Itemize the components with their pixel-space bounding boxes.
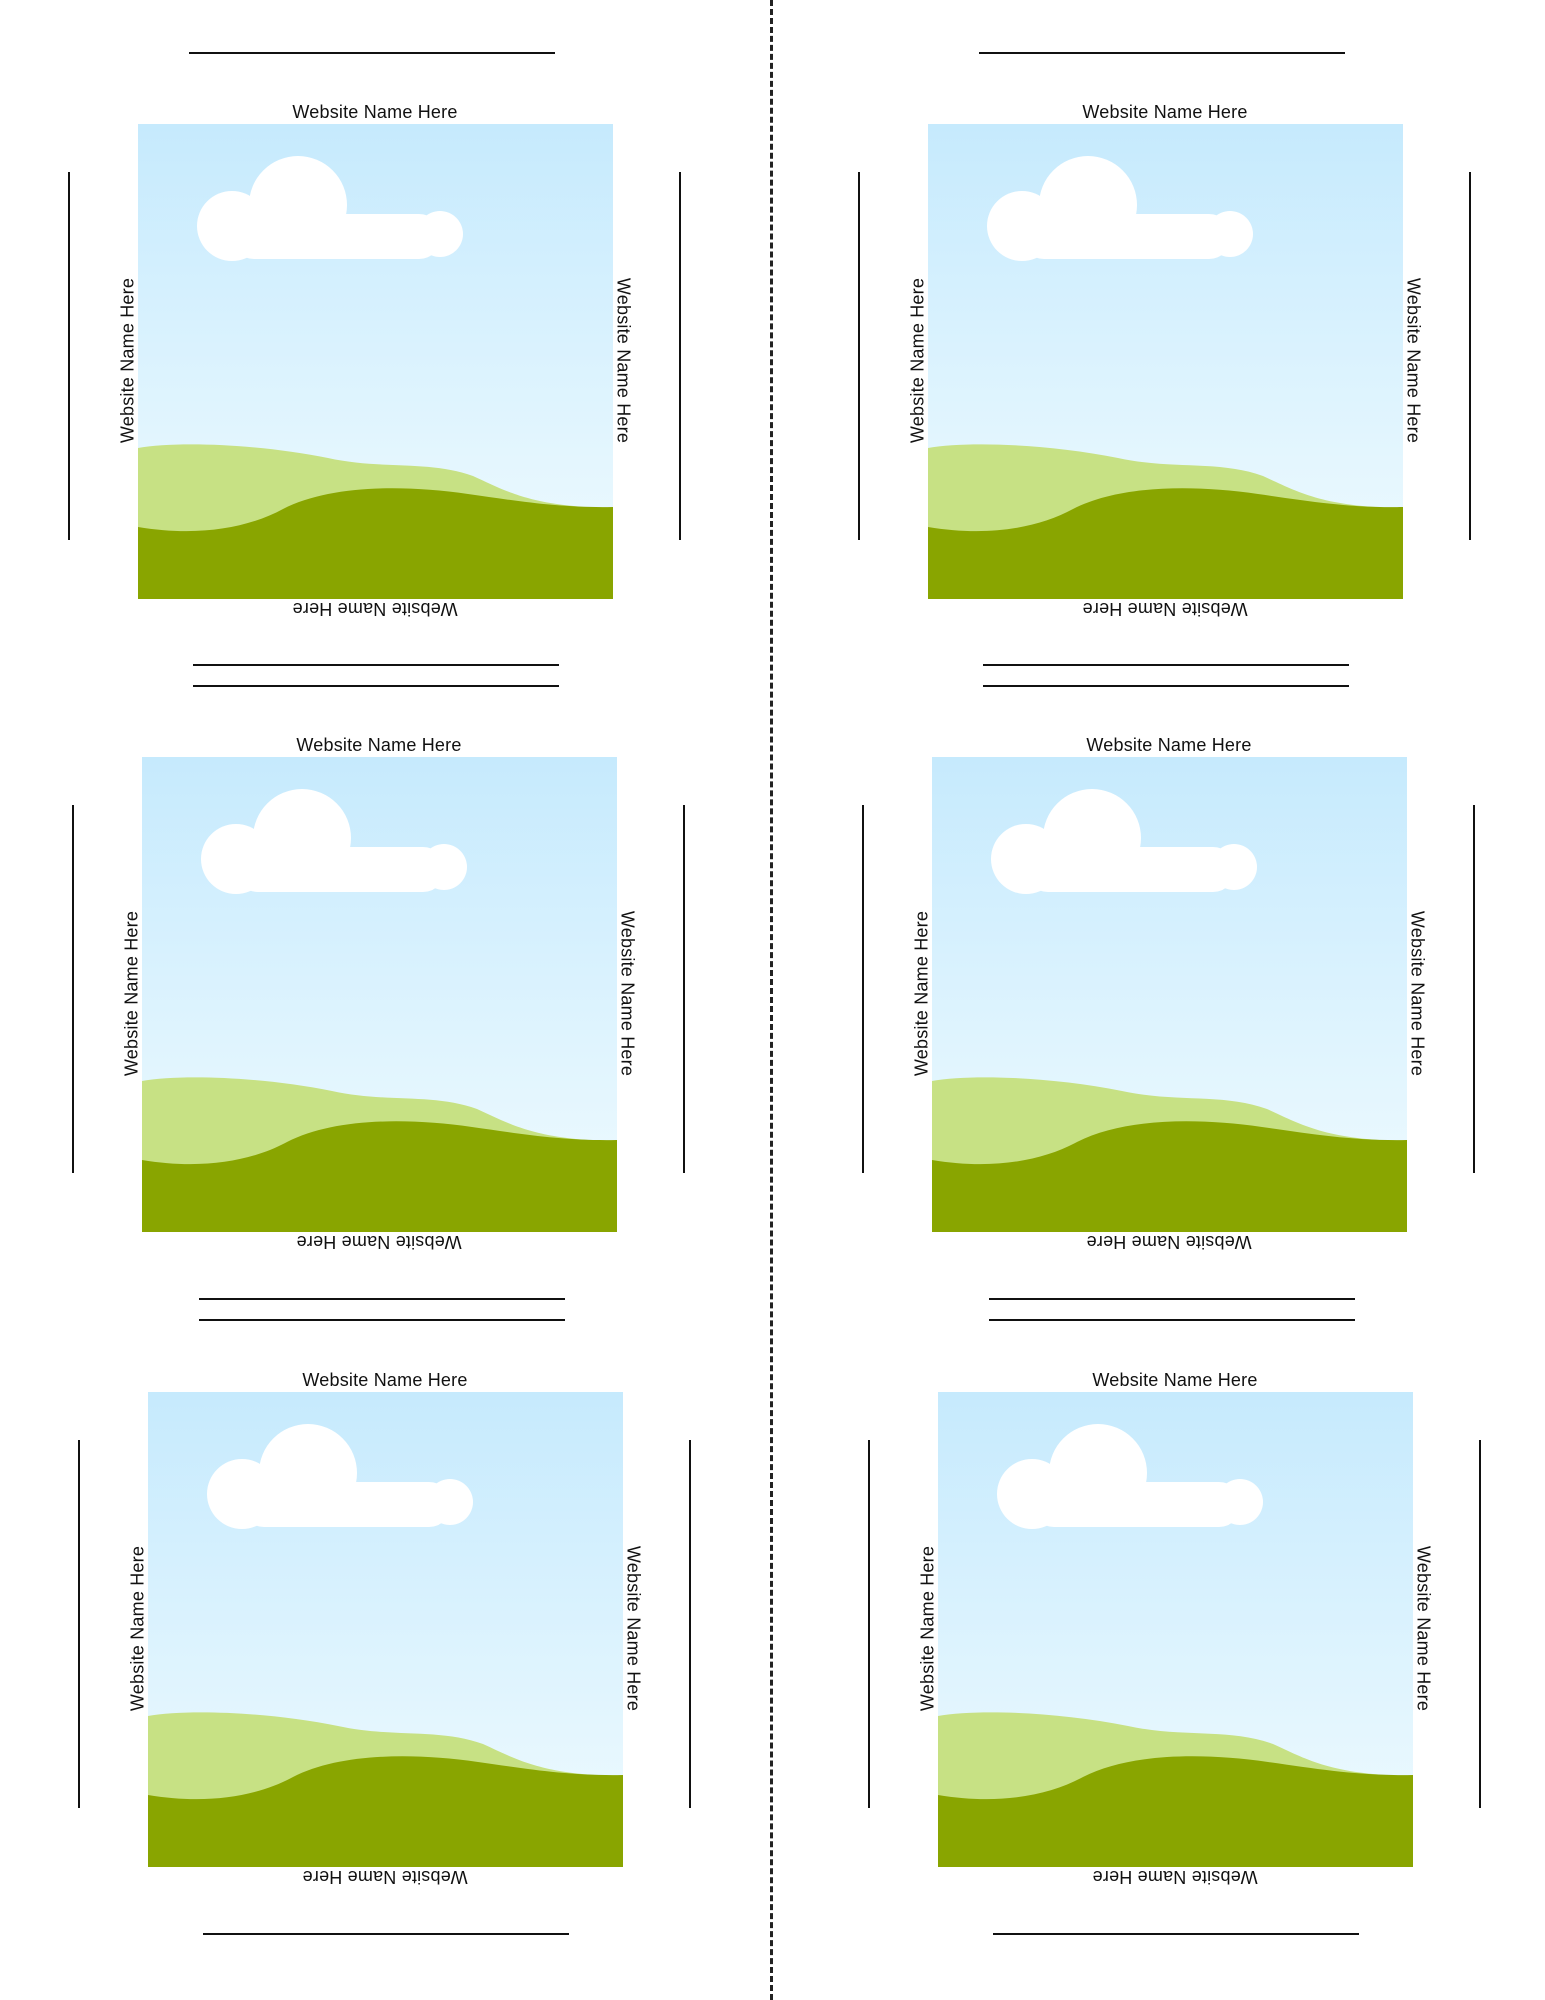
write-line-top-a [989, 1298, 1355, 1300]
label-bottom: Website Name Here [1092, 1867, 1258, 1887]
label-right: Website Name Here [613, 277, 634, 444]
write-line-top-b [983, 685, 1349, 687]
write-line-right [679, 172, 681, 540]
landscape-image [148, 1392, 623, 1867]
label-bottom: Website Name Here [292, 599, 458, 619]
write-line-left [72, 805, 74, 1173]
write-line-left [858, 172, 860, 540]
hill-dark [932, 1121, 1407, 1232]
write-line-left [868, 1440, 870, 1808]
write-line-right [683, 805, 685, 1173]
label-left: Website Name Here [917, 1545, 938, 1712]
card-3: Website Name Here Website Name Here Webs… [4, 633, 704, 1273]
write-line-right [1473, 805, 1475, 1173]
hill-dark [938, 1756, 1413, 1867]
label-right: Website Name Here [1413, 1545, 1434, 1712]
label-right: Website Name Here [623, 1545, 644, 1712]
write-line-top [189, 52, 555, 54]
card-1: Website Name Here Website Name Here Webs… [0, 0, 700, 640]
write-line-bottom [993, 1933, 1359, 1935]
write-line-right [1479, 1440, 1481, 1808]
card-4: Website Name Here Website Name Here Webs… [794, 633, 1494, 1273]
write-line-right [689, 1440, 691, 1808]
label-left: Website Name Here [907, 277, 928, 444]
landscape-image [142, 757, 617, 1232]
write-line-right [1469, 172, 1471, 540]
write-line-top-b [989, 1319, 1355, 1321]
cloud-icon [207, 1424, 473, 1529]
center-cut-line [770, 0, 773, 2000]
card-2: Website Name Here Website Name Here Webs… [790, 0, 1490, 640]
write-line-top-a [193, 664, 559, 666]
label-top: Website Name Here [1082, 102, 1248, 122]
cloud-icon [197, 156, 463, 261]
write-line-bottom [203, 1933, 569, 1935]
label-top: Website Name Here [1092, 1370, 1258, 1390]
label-left: Website Name Here [911, 910, 932, 1077]
landscape-image [138, 124, 613, 599]
write-line-left [862, 805, 864, 1173]
landscape-image [932, 757, 1407, 1232]
label-bottom: Website Name Here [302, 1867, 468, 1887]
write-line-left [68, 172, 70, 540]
label-bottom: Website Name Here [1086, 1232, 1252, 1252]
label-top: Website Name Here [296, 735, 462, 755]
cloud-icon [201, 789, 467, 894]
cloud-icon [997, 1424, 1263, 1529]
label-right: Website Name Here [1407, 910, 1428, 1077]
landscape-image [928, 124, 1403, 599]
hill-dark [928, 488, 1403, 599]
hill-dark [148, 1756, 623, 1867]
landscape-image [938, 1392, 1413, 1867]
label-left: Website Name Here [127, 1545, 148, 1712]
label-right: Website Name Here [617, 910, 638, 1077]
write-line-top-a [983, 664, 1349, 666]
cloud-icon [987, 156, 1253, 261]
label-right: Website Name Here [1403, 277, 1424, 444]
write-line-top-b [199, 1319, 565, 1321]
hill-dark [138, 488, 613, 599]
label-bottom: Website Name Here [296, 1232, 462, 1252]
write-line-top-a [199, 1298, 565, 1300]
cloud-icon [991, 789, 1257, 894]
card-6: Website Name Here Website Name Here Webs… [800, 1268, 1500, 1935]
label-top: Website Name Here [1086, 735, 1252, 755]
label-top: Website Name Here [302, 1370, 468, 1390]
label-bottom: Website Name Here [1082, 599, 1248, 619]
write-line-top [979, 52, 1345, 54]
write-line-left [78, 1440, 80, 1808]
card-5: Website Name Here Website Name Here Webs… [10, 1268, 710, 1935]
write-line-top-b [193, 685, 559, 687]
label-top: Website Name Here [292, 102, 458, 122]
hill-dark [142, 1121, 617, 1232]
label-left: Website Name Here [121, 910, 142, 1077]
label-left: Website Name Here [117, 277, 138, 444]
